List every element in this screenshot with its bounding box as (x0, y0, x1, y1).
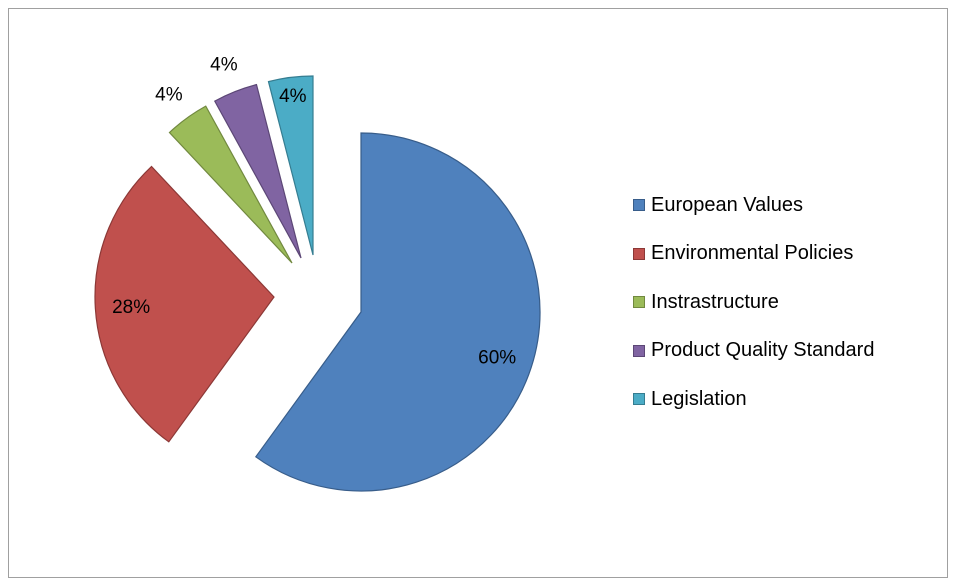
data-label-legislation: 4% (279, 86, 307, 107)
pie-slice-european-values (254, 132, 541, 492)
legend-item: Instrastructure (633, 278, 943, 327)
legend-swatch (633, 393, 645, 406)
legend-item: Environmental Policies (633, 230, 943, 279)
legend-label: European Values (651, 193, 803, 216)
legend-label: Instrastructure (651, 290, 779, 313)
pie-slice-legislation (267, 75, 314, 256)
legend: European Values Environmental Policies Ins… (633, 181, 943, 424)
data-label-instrastructure: 4% (155, 85, 183, 106)
pie-slice-environmental-policies (94, 165, 275, 443)
data-label-product-quality-standard: 4% (210, 54, 238, 75)
legend-swatch (633, 296, 645, 309)
pie-slice-product-quality-standard (213, 83, 302, 259)
legend-item: Product Quality Standard (633, 327, 943, 376)
legend-label: Legislation (651, 387, 747, 410)
legend-swatch (633, 199, 645, 212)
pie-slice-instrastructure (168, 105, 293, 264)
legend-swatch (633, 247, 645, 260)
legend-label: Product Quality Standard (651, 339, 875, 362)
data-label-european-values: 60% (478, 347, 516, 368)
legend-item: Legislation (633, 375, 943, 424)
legend-item: European Values (633, 181, 943, 230)
legend-swatch (633, 344, 645, 357)
legend-label: Environmental Policies (651, 242, 854, 265)
data-label-environmental-policies: 28% (112, 297, 150, 318)
